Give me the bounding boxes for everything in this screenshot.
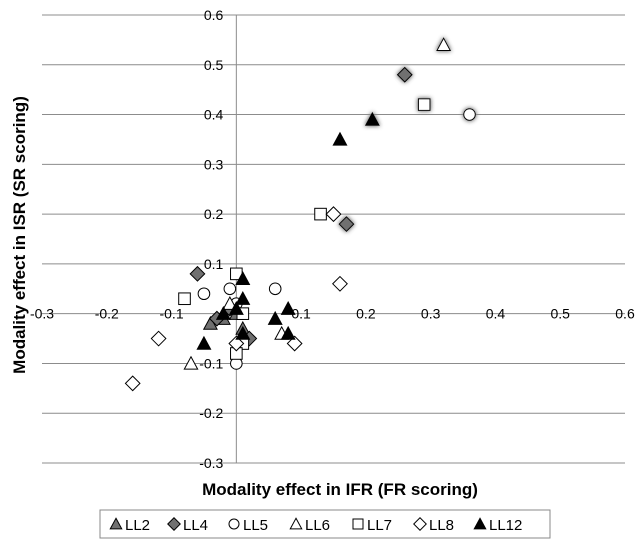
data-points: [124, 37, 476, 392]
y-tick-labels: -0.3 -0.2 -0.1 0.1 0.2 0.3 0.4 0.5 0.6: [199, 7, 223, 471]
data-point-ll4: [396, 66, 413, 83]
y-tick-label: -0.3: [199, 455, 223, 471]
x-tick-label: 0.1: [291, 306, 311, 322]
x-tick-label: 0.6: [615, 306, 635, 322]
legend-marker: [352, 518, 364, 530]
y-tick-label: 0.4: [204, 107, 224, 123]
y-tick-label: 0.2: [204, 206, 224, 222]
data-point-ll6: [222, 295, 238, 310]
data-point-ll6: [436, 37, 452, 52]
x-tick-label: 0.2: [356, 306, 376, 322]
y-tick-label: 0.1: [204, 256, 224, 272]
series-ll12: [196, 111, 380, 350]
legend: LL2 LL4 LL5 LL6 LL7 LL8 LL12: [99, 509, 551, 539]
legend-label: LL4: [183, 517, 208, 534]
data-point-ll12: [228, 300, 244, 315]
data-point-ll6: [183, 355, 199, 370]
data-point-ll12: [196, 335, 212, 350]
data-point-ll12: [332, 131, 348, 146]
legend-label: LL12: [489, 517, 522, 534]
data-point-ll8: [332, 275, 348, 292]
x-tick-label: 0.3: [421, 306, 441, 322]
legend-marker: [109, 517, 123, 530]
legend-label: LL6: [305, 517, 330, 534]
data-point-ll5: [197, 287, 211, 301]
gridlines: [42, 14, 625, 464]
data-point-ll8: [286, 335, 303, 352]
data-point-ll8: [325, 206, 342, 223]
data-point-ll7: [178, 292, 191, 306]
data-point-ll5: [268, 282, 282, 296]
x-tick-label: -0.3: [30, 306, 54, 322]
legend-label: LL2: [125, 517, 150, 534]
legend-marker: [289, 517, 303, 530]
y-axis-title: Modality effect in ISR (SR scoring): [10, 96, 29, 374]
series-ll4: [189, 66, 413, 347]
data-point-ll8: [150, 330, 167, 347]
x-tick-label: -0.1: [159, 306, 183, 322]
legend-item-ll6: LL6: [289, 517, 330, 534]
x-tick-label: 0.4: [486, 306, 506, 322]
data-point-ll8: [228, 335, 245, 352]
y-tick-label: 0.3: [204, 156, 224, 172]
data-point-ll12: [267, 310, 283, 325]
axes: [42, 15, 625, 463]
series-ll6: [183, 37, 452, 370]
x-axis-title: Modality effect in IFR (FR scoring): [202, 480, 478, 499]
legend-item-ll5: LL5: [228, 517, 268, 534]
legend-item-ll8: LL8: [413, 517, 454, 534]
data-point-ll5: [223, 282, 237, 296]
legend-label: LL8: [429, 517, 454, 534]
y-tick-label: -0.2: [199, 405, 223, 421]
legend-label: LL5: [243, 517, 268, 534]
data-point-ll4: [338, 216, 355, 233]
legend-item-ll12: LL12: [473, 517, 522, 534]
legend-marker: [167, 517, 181, 531]
data-point-ll12: [215, 305, 231, 320]
legend-label: LL7: [367, 517, 392, 534]
data-point-ll12: [280, 325, 296, 340]
data-point-ll12: [235, 325, 251, 340]
legend-marker: [228, 518, 240, 530]
data-point-ll12: [235, 271, 251, 285]
legend-item-ll7: LL7: [352, 517, 392, 534]
data-point-ll12: [364, 111, 380, 126]
data-point-ll8: [124, 375, 141, 392]
x-tick-label: -0.2: [95, 306, 119, 322]
legend-marker: [473, 517, 487, 530]
y-tick-label: 0.6: [204, 7, 224, 23]
data-point-ll7: [314, 207, 327, 221]
series-ll8: [124, 206, 348, 392]
data-point-ll5: [463, 108, 476, 121]
data-point-ll4: [189, 265, 206, 282]
legend-item-ll2: LL2: [109, 517, 150, 534]
y-tick-label: 0.5: [204, 57, 224, 73]
data-point-ll7: [417, 98, 431, 111]
x-tick-labels: -0.3-0.2-0.100.10.20.30.40.50.6: [30, 306, 635, 322]
legend-marker: [413, 517, 427, 531]
x-tick-label: 0.5: [550, 306, 570, 322]
legend-item-ll4: LL4: [167, 517, 208, 534]
data-point-ll12: [235, 291, 251, 305]
data-point-ll12: [280, 300, 296, 315]
y-tick-label: -0.1: [199, 355, 223, 371]
